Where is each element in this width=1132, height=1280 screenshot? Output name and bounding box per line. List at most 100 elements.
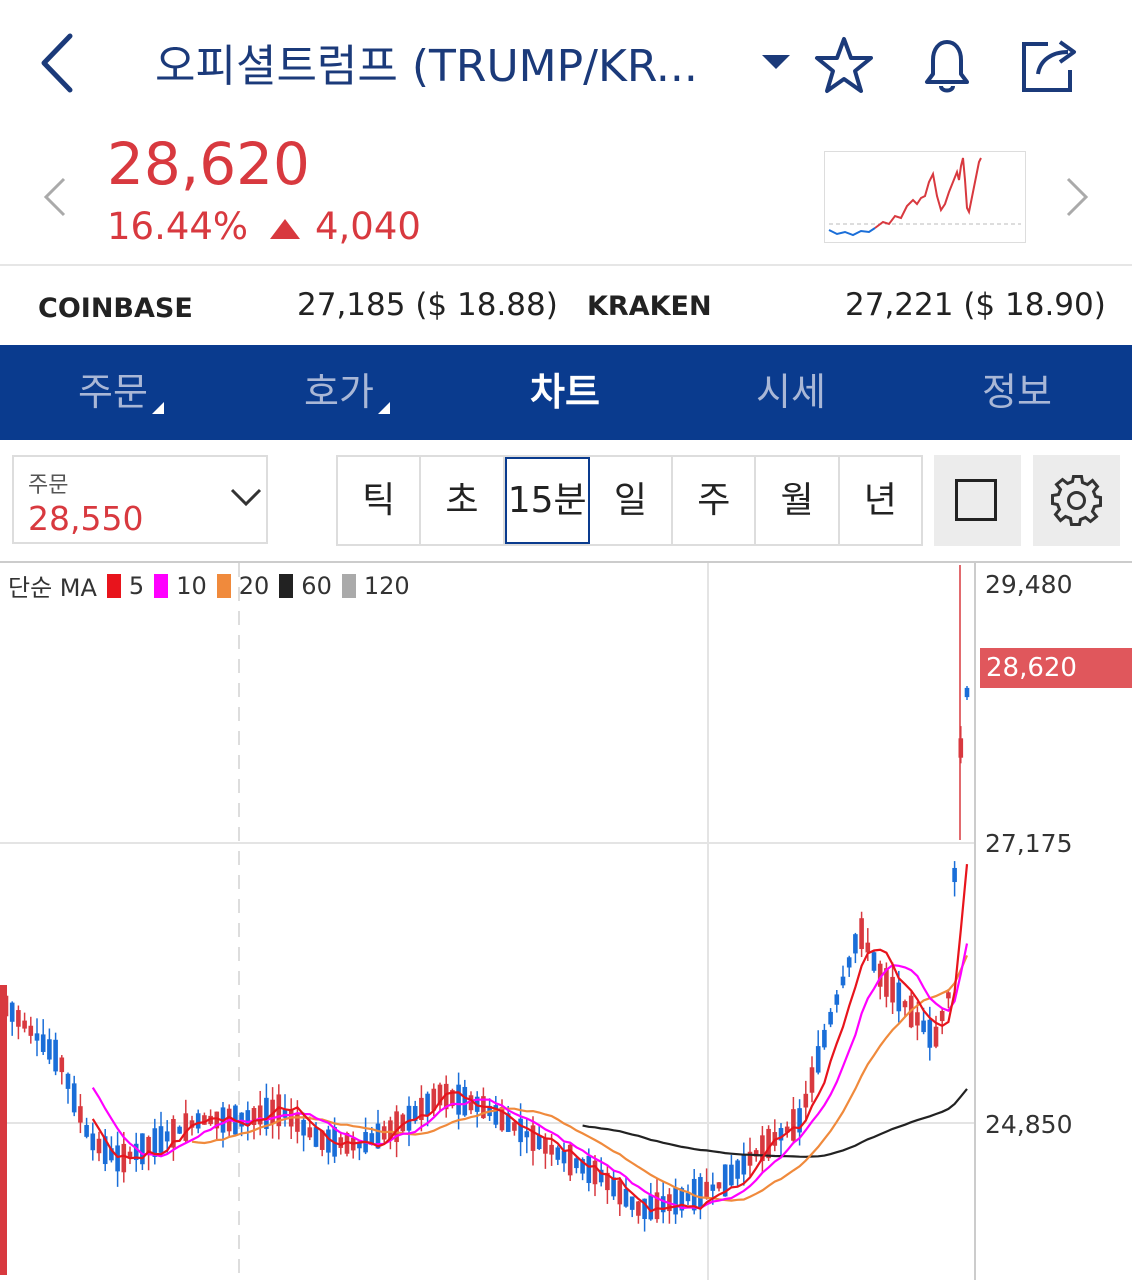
candle-body	[828, 1011, 833, 1025]
candle-body	[295, 1114, 300, 1132]
ma-legend-label: 단순 MA	[8, 574, 97, 602]
settings-button[interactable]	[1033, 455, 1120, 546]
candle-body	[791, 1109, 796, 1141]
candle-body	[586, 1155, 592, 1184]
bell-icon	[925, 40, 969, 93]
candle-body	[140, 1133, 145, 1165]
ma-line	[191, 954, 969, 1202]
order-label: 주문	[28, 473, 69, 498]
corner-indicator-icon	[378, 402, 390, 414]
tab-market[interactable]: 시세	[678, 345, 904, 440]
candle-body	[952, 867, 957, 883]
ma-period: 120	[363, 571, 410, 600]
candle-body	[933, 1026, 939, 1047]
candle-body	[102, 1136, 108, 1165]
fullscreen-button[interactable]	[934, 455, 1021, 546]
next-coin-button[interactable]	[1062, 175, 1092, 219]
candle-body	[822, 1029, 827, 1048]
period-month-button[interactable]: 월	[756, 457, 840, 544]
candle-body	[890, 976, 895, 1003]
current-price: 28,620	[107, 130, 310, 198]
mini-line-down	[828, 227, 876, 237]
period-year-button[interactable]: 년	[863, 480, 897, 521]
page-title[interactable]: 오피셜트럼프 (TRUMP/KR...	[155, 41, 698, 92]
change-amount: 4,040	[315, 205, 421, 248]
candle-body	[183, 1113, 189, 1141]
candle-body	[555, 1147, 561, 1160]
candle-body	[853, 934, 858, 954]
candle-body	[716, 1182, 722, 1189]
candle-body	[809, 1067, 815, 1093]
candle-body	[301, 1119, 306, 1136]
candle-body	[282, 1109, 288, 1118]
tab-label: 정보	[982, 370, 1052, 414]
candle-body	[78, 1106, 83, 1123]
candle-body	[59, 1057, 65, 1073]
alarm-button[interactable]	[915, 34, 979, 98]
caret-down-icon[interactable]	[762, 55, 790, 69]
candlestick-chart[interactable]	[0, 563, 1132, 1280]
ma20-swatch	[216, 573, 231, 598]
candle-body	[202, 1115, 207, 1125]
favorite-button[interactable]	[812, 34, 876, 98]
candle-body	[654, 1192, 660, 1220]
candle-body	[71, 1083, 77, 1113]
candle-body	[152, 1128, 158, 1157]
candle-body	[797, 1108, 802, 1133]
candle-body	[326, 1129, 331, 1153]
chevron-left-icon	[41, 33, 73, 93]
candle-body	[871, 952, 877, 971]
candle-body	[648, 1195, 654, 1220]
share-button[interactable]	[1018, 34, 1084, 96]
candle-body	[456, 1084, 461, 1115]
candle-body	[915, 1012, 920, 1026]
tab-orderbook[interactable]: 호가	[226, 345, 452, 440]
mini-chart[interactable]	[824, 151, 1026, 243]
period-15min-button[interactable]: 15분	[504, 457, 590, 544]
ma-legend-item: 60	[269, 572, 332, 600]
candle-body	[344, 1132, 350, 1154]
candle-body	[964, 687, 970, 698]
period-week-button[interactable]: 주	[673, 457, 757, 544]
candle-body	[28, 1025, 34, 1036]
back-button[interactable]	[30, 28, 90, 98]
ma-line	[91, 943, 969, 1210]
tab-info[interactable]: 정보	[904, 345, 1130, 440]
candle-body	[760, 1135, 765, 1162]
candle-body	[208, 1115, 213, 1125]
candle-body	[307, 1127, 313, 1138]
period-second-button[interactable]: 초	[421, 457, 505, 544]
candle-body	[784, 1126, 790, 1133]
candle-body	[462, 1086, 468, 1116]
tab-chart[interactable]: 차트	[452, 345, 678, 440]
candle-body	[468, 1095, 474, 1111]
candle-body	[270, 1099, 275, 1124]
candle-body	[896, 982, 902, 1012]
candle-body	[84, 1125, 89, 1137]
candle-body	[698, 1177, 703, 1208]
period-day-button[interactable]: 일	[590, 457, 674, 544]
candle-body	[388, 1120, 393, 1140]
current-price-badge: 28,620	[980, 648, 1132, 688]
candle-body	[189, 1120, 195, 1128]
exchange-price: 27,221 ($ 18.90)	[845, 287, 1106, 323]
order-price-select[interactable]: 주문 28,550	[12, 455, 268, 544]
candle-body	[90, 1133, 96, 1151]
candle-body	[195, 1113, 201, 1129]
candle-body	[815, 1046, 821, 1073]
candle-body	[319, 1130, 325, 1150]
candle-body	[121, 1143, 127, 1173]
candle-body	[958, 738, 964, 758]
candle-body	[338, 1137, 344, 1148]
tab-order[interactable]: 주문	[0, 345, 226, 440]
period-tick-button[interactable]: 틱	[338, 457, 422, 544]
candle-body	[369, 1133, 375, 1146]
candle-body	[865, 942, 871, 953]
share-icon	[1022, 40, 1076, 92]
ma-line	[91, 863, 969, 1213]
candle-body	[65, 1073, 71, 1089]
gear-icon	[1051, 475, 1102, 526]
candle-body	[16, 1010, 21, 1027]
candle-body	[722, 1164, 728, 1197]
prev-coin-button[interactable]	[40, 175, 70, 219]
